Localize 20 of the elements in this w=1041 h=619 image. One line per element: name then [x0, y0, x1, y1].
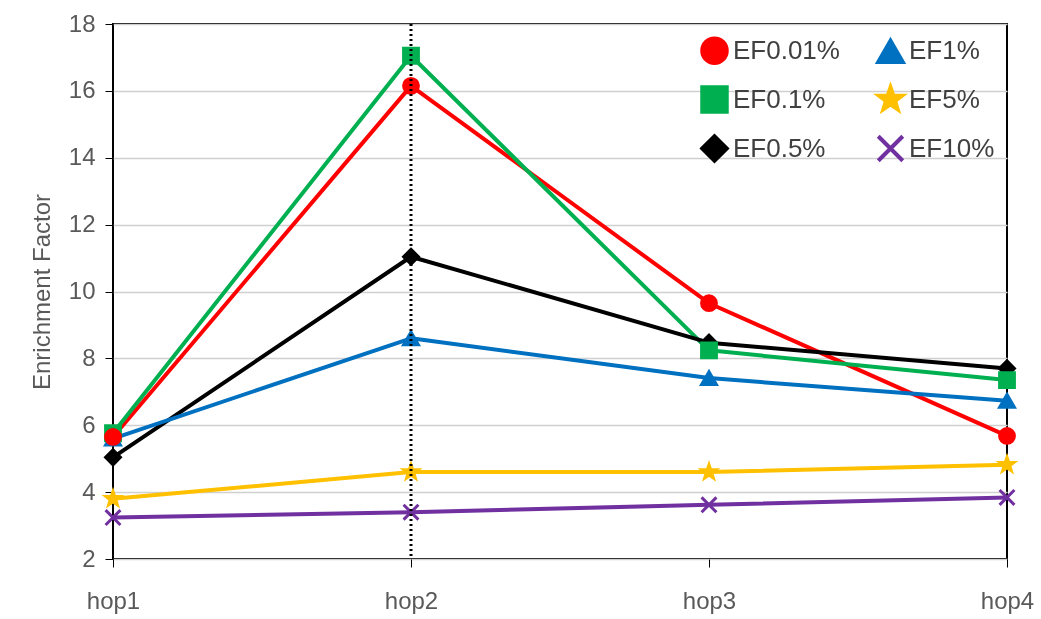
y-tick-label: 8	[82, 343, 96, 371]
y-tick-label: 16	[68, 76, 96, 104]
y-tick-label: 18	[68, 9, 96, 37]
y-tick-label: 10	[68, 277, 96, 304]
legend-label: EF0.5%	[733, 132, 826, 163]
x-tick-label: hop1	[86, 586, 141, 614]
x-tick-label: hop3	[682, 586, 737, 614]
x-tick-label: hop4	[980, 586, 1035, 614]
legend-label: EF0.01%	[733, 34, 840, 65]
legend-label: EF0.1%	[733, 83, 826, 114]
y-axis-title: Enrichment Factor	[27, 193, 55, 391]
y-tick-label: 12	[68, 210, 96, 238]
y-tick-label: 2	[82, 544, 96, 572]
y-tick-label: 14	[68, 143, 96, 171]
y-tick-label: 4	[82, 477, 96, 505]
legend-label: EF10%	[909, 132, 995, 163]
legend-label: EF5%	[909, 83, 980, 114]
x-tick-label: hop2	[384, 586, 439, 614]
legend-label: EF1%	[909, 35, 980, 66]
y-tick-label: 6	[82, 410, 96, 438]
